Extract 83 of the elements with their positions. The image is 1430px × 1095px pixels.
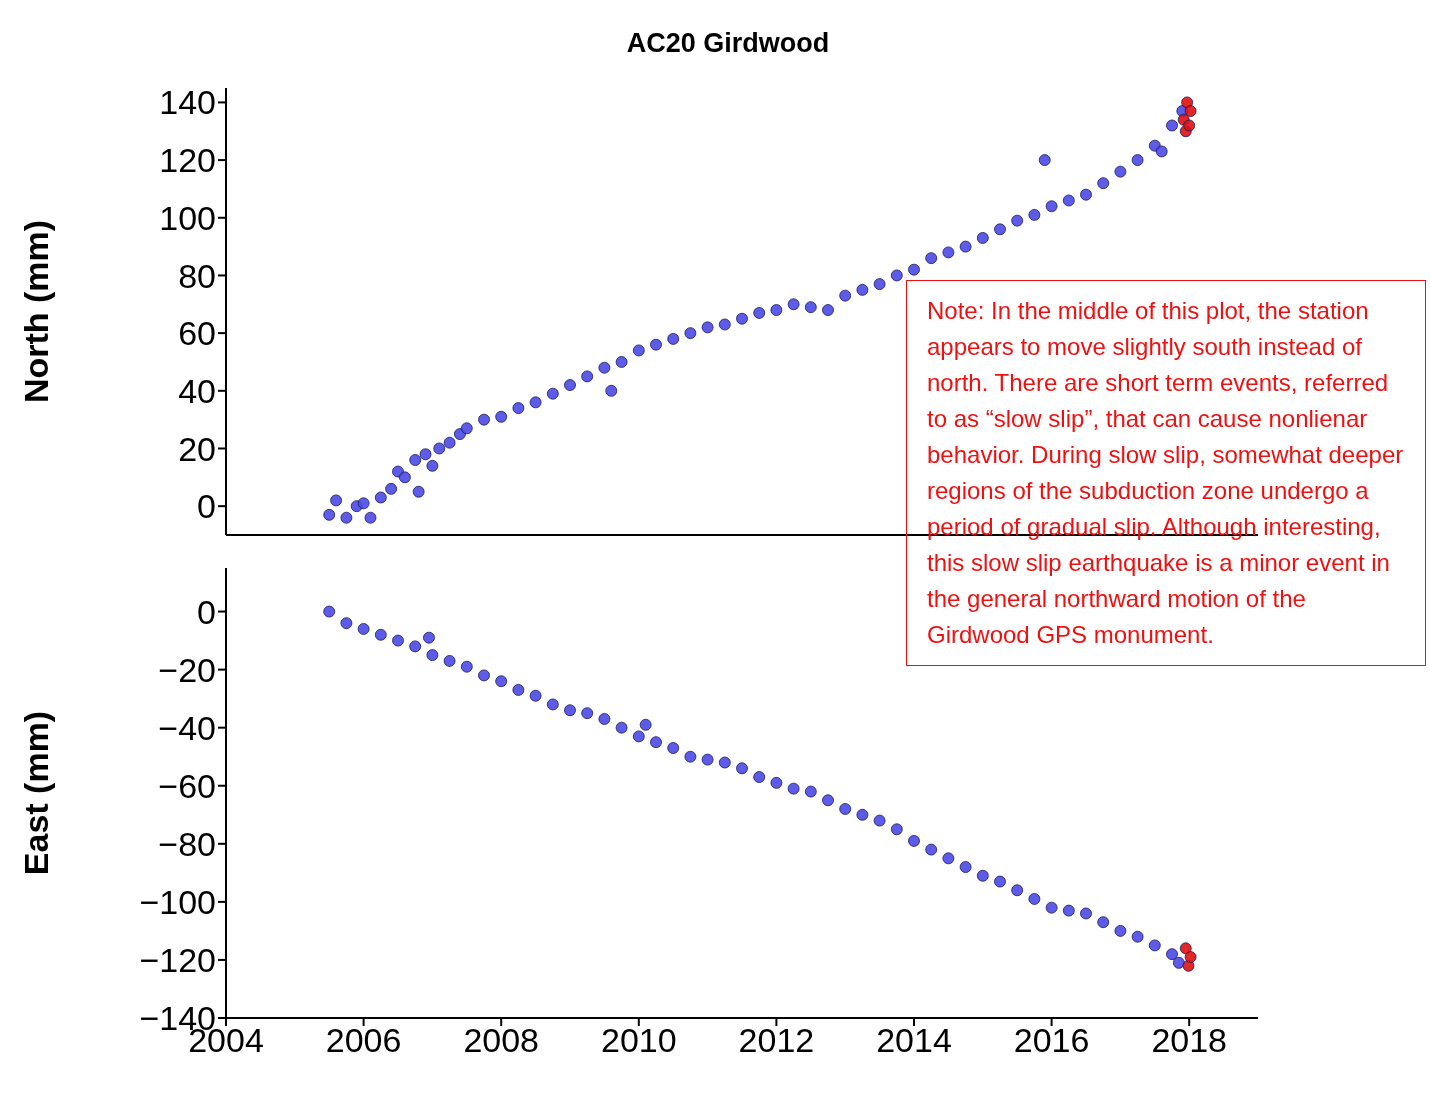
point [564, 704, 576, 717]
point [736, 762, 748, 775]
y-axis-title: East (mm) [17, 710, 56, 876]
point [873, 814, 886, 827]
point [770, 776, 783, 789]
point [409, 640, 422, 653]
y-tick-label: −100 [139, 882, 216, 921]
point [976, 869, 989, 882]
point [650, 736, 662, 749]
point [374, 628, 387, 641]
y-tick-label: 0 [197, 487, 216, 526]
point [959, 861, 972, 873]
point [1184, 951, 1197, 963]
point [925, 843, 938, 856]
point [460, 660, 473, 673]
point [443, 655, 456, 667]
point [426, 649, 439, 661]
point [615, 721, 628, 734]
point [1045, 901, 1058, 914]
point [639, 718, 652, 731]
y-tick-label: 60 [178, 314, 216, 353]
point [1097, 916, 1110, 929]
point [392, 634, 404, 647]
point [1011, 884, 1024, 897]
point [701, 753, 714, 766]
point [546, 698, 559, 711]
point [340, 617, 353, 630]
x-tick-label: 2010 [600, 1021, 677, 1060]
point [890, 823, 903, 836]
point [1148, 939, 1161, 952]
point [822, 794, 834, 807]
point [1183, 119, 1196, 132]
point [1028, 893, 1041, 905]
y-tick-label: 120 [159, 141, 216, 180]
point [598, 713, 611, 725]
y-tick-label: −60 [158, 766, 216, 805]
point [1179, 942, 1192, 955]
point [323, 605, 336, 618]
x-tick-label: 2008 [463, 1021, 540, 1060]
point [667, 742, 680, 754]
point [1172, 956, 1185, 969]
text: Note: In the middle of this plot, the station appears to move slightly south instead of north. There are short term events, referred to as “slow slip”, that can cause nonlienar behavior. During slow slip, somewhat deeper regions of the subduction zone undergo a period of gradual slip. Although interesting, this slow slip earthquake is a minor event in the general northward motion of the Girdwood GPS monument. [927, 297, 1404, 648]
y-tick-label: −40 [158, 708, 216, 747]
x-tick-label: 2016 [1013, 1021, 1090, 1060]
x-tick-label: 2014 [876, 1021, 952, 1060]
y-tick-label: −120 [139, 941, 216, 980]
point [423, 631, 435, 644]
point [357, 623, 370, 635]
point [684, 750, 697, 763]
point [1131, 930, 1144, 943]
point [632, 730, 645, 743]
point [1080, 907, 1092, 920]
point [478, 669, 490, 682]
point [1114, 925, 1127, 937]
point [908, 835, 920, 847]
point [495, 675, 508, 688]
y-tick-label: 20 [178, 429, 216, 468]
point [1166, 948, 1178, 961]
y-tick-label: −20 [158, 650, 216, 689]
point [994, 875, 1006, 888]
point [839, 803, 852, 815]
point [718, 756, 731, 769]
y-tick-label: 0 [197, 592, 216, 631]
y-tick-label: −80 [158, 824, 216, 863]
y-tick-label: 100 [159, 198, 216, 237]
y-tick-label: 40 [178, 371, 216, 410]
x-tick-label: 2012 [738, 1021, 815, 1060]
y-tick-label: 80 [178, 256, 216, 295]
point [942, 852, 955, 865]
point [1184, 105, 1197, 117]
x-tick-label: 2018 [1151, 1021, 1228, 1060]
point [804, 785, 817, 798]
point [581, 707, 594, 720]
point [529, 689, 542, 702]
x-tick-label: 2006 [325, 1021, 402, 1060]
point [512, 684, 525, 696]
point [787, 782, 800, 795]
point [753, 771, 766, 783]
point [856, 808, 869, 821]
point [1062, 904, 1075, 917]
y-tick-label: 140 [159, 83, 216, 122]
chart-title: AC20 Girdwood [625, 28, 831, 59]
y-axis-title: North (mm) [17, 219, 56, 404]
